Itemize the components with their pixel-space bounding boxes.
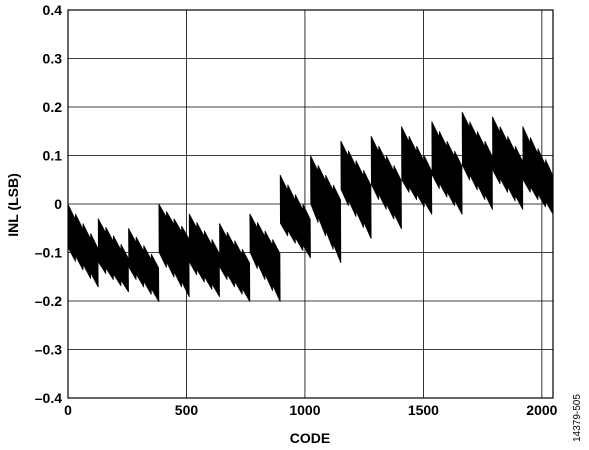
y-tick-label: 0.2 [43,99,63,115]
inl-segment [188,213,220,297]
x-tick-label: 1000 [289,402,320,418]
y-tick-label: 0.4 [43,2,63,18]
inl-segment [431,121,463,215]
figure-id: 14379-505 [572,394,583,442]
inl-segment [401,126,433,215]
x-axis-title: CODE [290,430,330,446]
inl-segment [310,155,342,263]
inl-segment [158,203,190,297]
inl-segment [219,223,251,302]
data-layer [67,111,554,302]
inl-segment [340,140,372,239]
x-tick-label: 0 [64,402,72,418]
inl-segment [249,213,281,302]
inl-segment [522,126,554,215]
inl-segment [128,228,160,302]
x-tick-label: 500 [175,402,199,418]
inl-segment [97,218,129,293]
y-tick-label: –0.2 [35,293,62,309]
y-tick-labels: 0.4 0.3 0.2 0.1 0 –0.1 –0.2 –0.3 –0.4 [35,2,62,406]
y-axis-title: INL (LSB) [5,173,21,237]
y-tick-label: 0.3 [43,51,63,67]
x-tick-label: 1500 [408,402,439,418]
plot-frame [67,9,554,399]
y-tick-label: –0.3 [35,342,62,358]
x-tick-labels: 0 500 1000 1500 2000 [64,402,558,418]
y-tick-label: –0.4 [35,390,62,406]
y-tick-label: 0 [54,196,62,212]
x-tick-label: 2000 [526,402,557,418]
inl-segment [370,136,402,230]
inl-segment [492,116,524,210]
inl-segment [461,111,493,210]
y-tick-label: 0.1 [43,148,63,164]
y-tick-label: –0.1 [35,245,62,261]
inl-segment [67,203,99,288]
inl-segment [279,174,311,259]
